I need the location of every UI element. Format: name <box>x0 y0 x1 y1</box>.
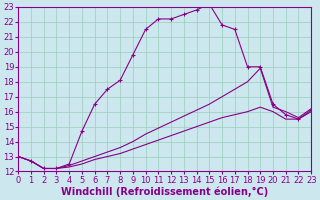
X-axis label: Windchill (Refroidissement éolien,°C): Windchill (Refroidissement éolien,°C) <box>61 186 268 197</box>
